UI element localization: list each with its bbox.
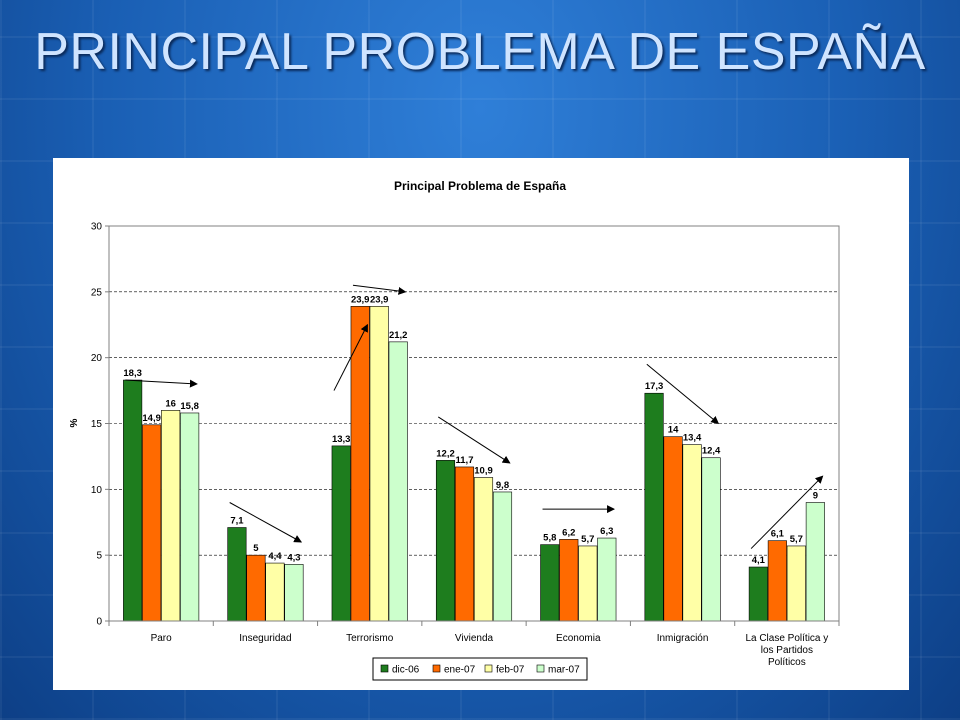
x-tick-label: Paro (151, 633, 173, 644)
bar-mar-07-0 (180, 412, 200, 622)
x-tick-label: Vivienda (455, 633, 494, 644)
data-label: 6,1 (771, 529, 785, 540)
bar-ene-07-5 (663, 436, 683, 622)
bar-ene-07-1 (246, 554, 266, 622)
bar-feb-07-5 (682, 444, 702, 622)
bar-feb-07-4 (578, 545, 598, 622)
bar-ene-07-2 (350, 306, 370, 622)
trend-arrows (125, 284, 824, 549)
legend-box (372, 657, 588, 681)
axes: 0 5 10 15 20 25 30 Paro Inseguridad Terrorismo Viv… (91, 222, 840, 668)
x-tick-label: los Partidos (761, 645, 813, 656)
legend-swatch-feb-07 (484, 664, 493, 673)
legend-label: mar-07 (548, 665, 580, 676)
trend-arrow (352, 284, 407, 295)
bar-dic-06-2 (331, 445, 351, 622)
data-label: 13,3 (332, 434, 351, 445)
y-tick-label: 30 (91, 222, 103, 233)
data-label: 14 (668, 425, 679, 436)
y-tick-label: 25 (91, 287, 103, 298)
legend-swatch-ene-07 (432, 664, 441, 673)
data-label: 9 (813, 491, 818, 502)
y-tick-label: 15 (91, 419, 103, 430)
data-label: 4,3 (287, 552, 300, 563)
y-axis-label: % (69, 418, 80, 427)
bar-dic-06-3 (435, 460, 456, 622)
data-label: 9,8 (496, 480, 509, 491)
chart-panel: Principal Problema de España % 18,3 7,1 13… (53, 158, 909, 690)
x-tick-label: Economia (556, 633, 601, 644)
bar-feb-07-1 (265, 562, 285, 622)
y-tick-label: 20 (91, 353, 103, 364)
bar-mar-07-5 (701, 457, 721, 622)
x-tick-label: Inseguridad (239, 633, 291, 644)
bar-dic-06-1 (227, 527, 247, 622)
bar-ene-07-4 (559, 539, 579, 622)
bar-dic-06-6 (748, 566, 768, 622)
data-label: 14,9 (142, 413, 161, 424)
data-label: 21,2 (389, 330, 408, 341)
data-label: 5,7 (790, 534, 803, 545)
bar-feb-07-6 (786, 545, 806, 622)
trend-arrow (229, 502, 303, 543)
data-label: 23,9 (370, 294, 389, 305)
data-label: 6,2 (562, 527, 575, 538)
y-tick-label: 10 (91, 485, 103, 496)
bar-dic-06-4 (540, 544, 560, 622)
slide-title: PRINCIPAL PROBLEMA DE ESPAÑA (34, 23, 926, 81)
bar-mar-07-4 (597, 537, 617, 622)
bar-mar-07-2 (388, 341, 408, 622)
y-tick-label: 0 (96, 617, 102, 628)
x-tick-label: Terrorismo (346, 633, 394, 644)
legend-label: ene-07 (444, 665, 476, 676)
data-label: 17,3 (645, 381, 664, 392)
trend-arrow (437, 416, 511, 464)
x-tick-label: Políticos (768, 657, 806, 668)
legend-label: feb-07 (496, 665, 525, 676)
data-label: 13,4 (683, 433, 702, 444)
bar-mar-07-6 (805, 502, 825, 622)
chart-title: Principal Problema de España (394, 179, 566, 193)
bar-ene-07-3 (454, 466, 475, 622)
x-tick-label: La Clase Política y (745, 633, 828, 644)
x-tick-label: Inmigración (657, 633, 709, 644)
data-label: 7,1 (230, 516, 244, 527)
trend-arrow (646, 363, 720, 425)
bar-feb-07-3 (473, 477, 494, 622)
data-label: 12,4 (702, 446, 721, 457)
legend-swatch-mar-07 (536, 664, 545, 673)
bar-feb-07-2 (369, 306, 389, 622)
data-label: 23,9 (351, 294, 370, 305)
bar-ene-07-6 (767, 540, 787, 622)
trend-arrow (333, 323, 368, 391)
legend-label: dic-06 (392, 665, 420, 676)
data-label: 10,9 (474, 465, 493, 476)
data-labels: 18,3 7,1 13,3 12,2 5,8 17,3 4,1 14,9 5 23,9 11,7 6,… (123, 294, 818, 566)
trend-arrow (125, 379, 198, 388)
bar-ene-07-0 (142, 424, 162, 622)
bar-dic-06-5 (644, 392, 664, 622)
data-label: 16 (165, 398, 176, 409)
bar-mar-07-1 (284, 564, 304, 622)
data-label: 15,8 (180, 401, 199, 412)
bar-mar-07-3 (492, 491, 513, 622)
data-label: 18,3 (123, 368, 141, 379)
data-label: 5,7 (581, 534, 594, 545)
data-label: 11,7 (456, 455, 474, 466)
data-label: 12,2 (436, 448, 455, 459)
bars (123, 306, 825, 622)
data-label: 5 (253, 543, 259, 554)
bar-feb-07-0 (161, 410, 181, 622)
data-label: 4,1 (752, 555, 766, 566)
legend: dic-06 ene-07 feb-07 mar-07 (372, 657, 588, 681)
y-tick-label: 5 (96, 551, 102, 562)
data-label: 4,4 (268, 551, 282, 562)
trend-arrow (750, 475, 824, 549)
legend-swatch-dic-06 (380, 664, 389, 673)
data-label: 6,3 (600, 526, 613, 537)
data-label: 5,8 (543, 533, 556, 544)
bar-dic-06-0 (123, 379, 143, 622)
bar-chart: Principal Problema de España % 18,3 7,1 13… (69, 179, 840, 681)
